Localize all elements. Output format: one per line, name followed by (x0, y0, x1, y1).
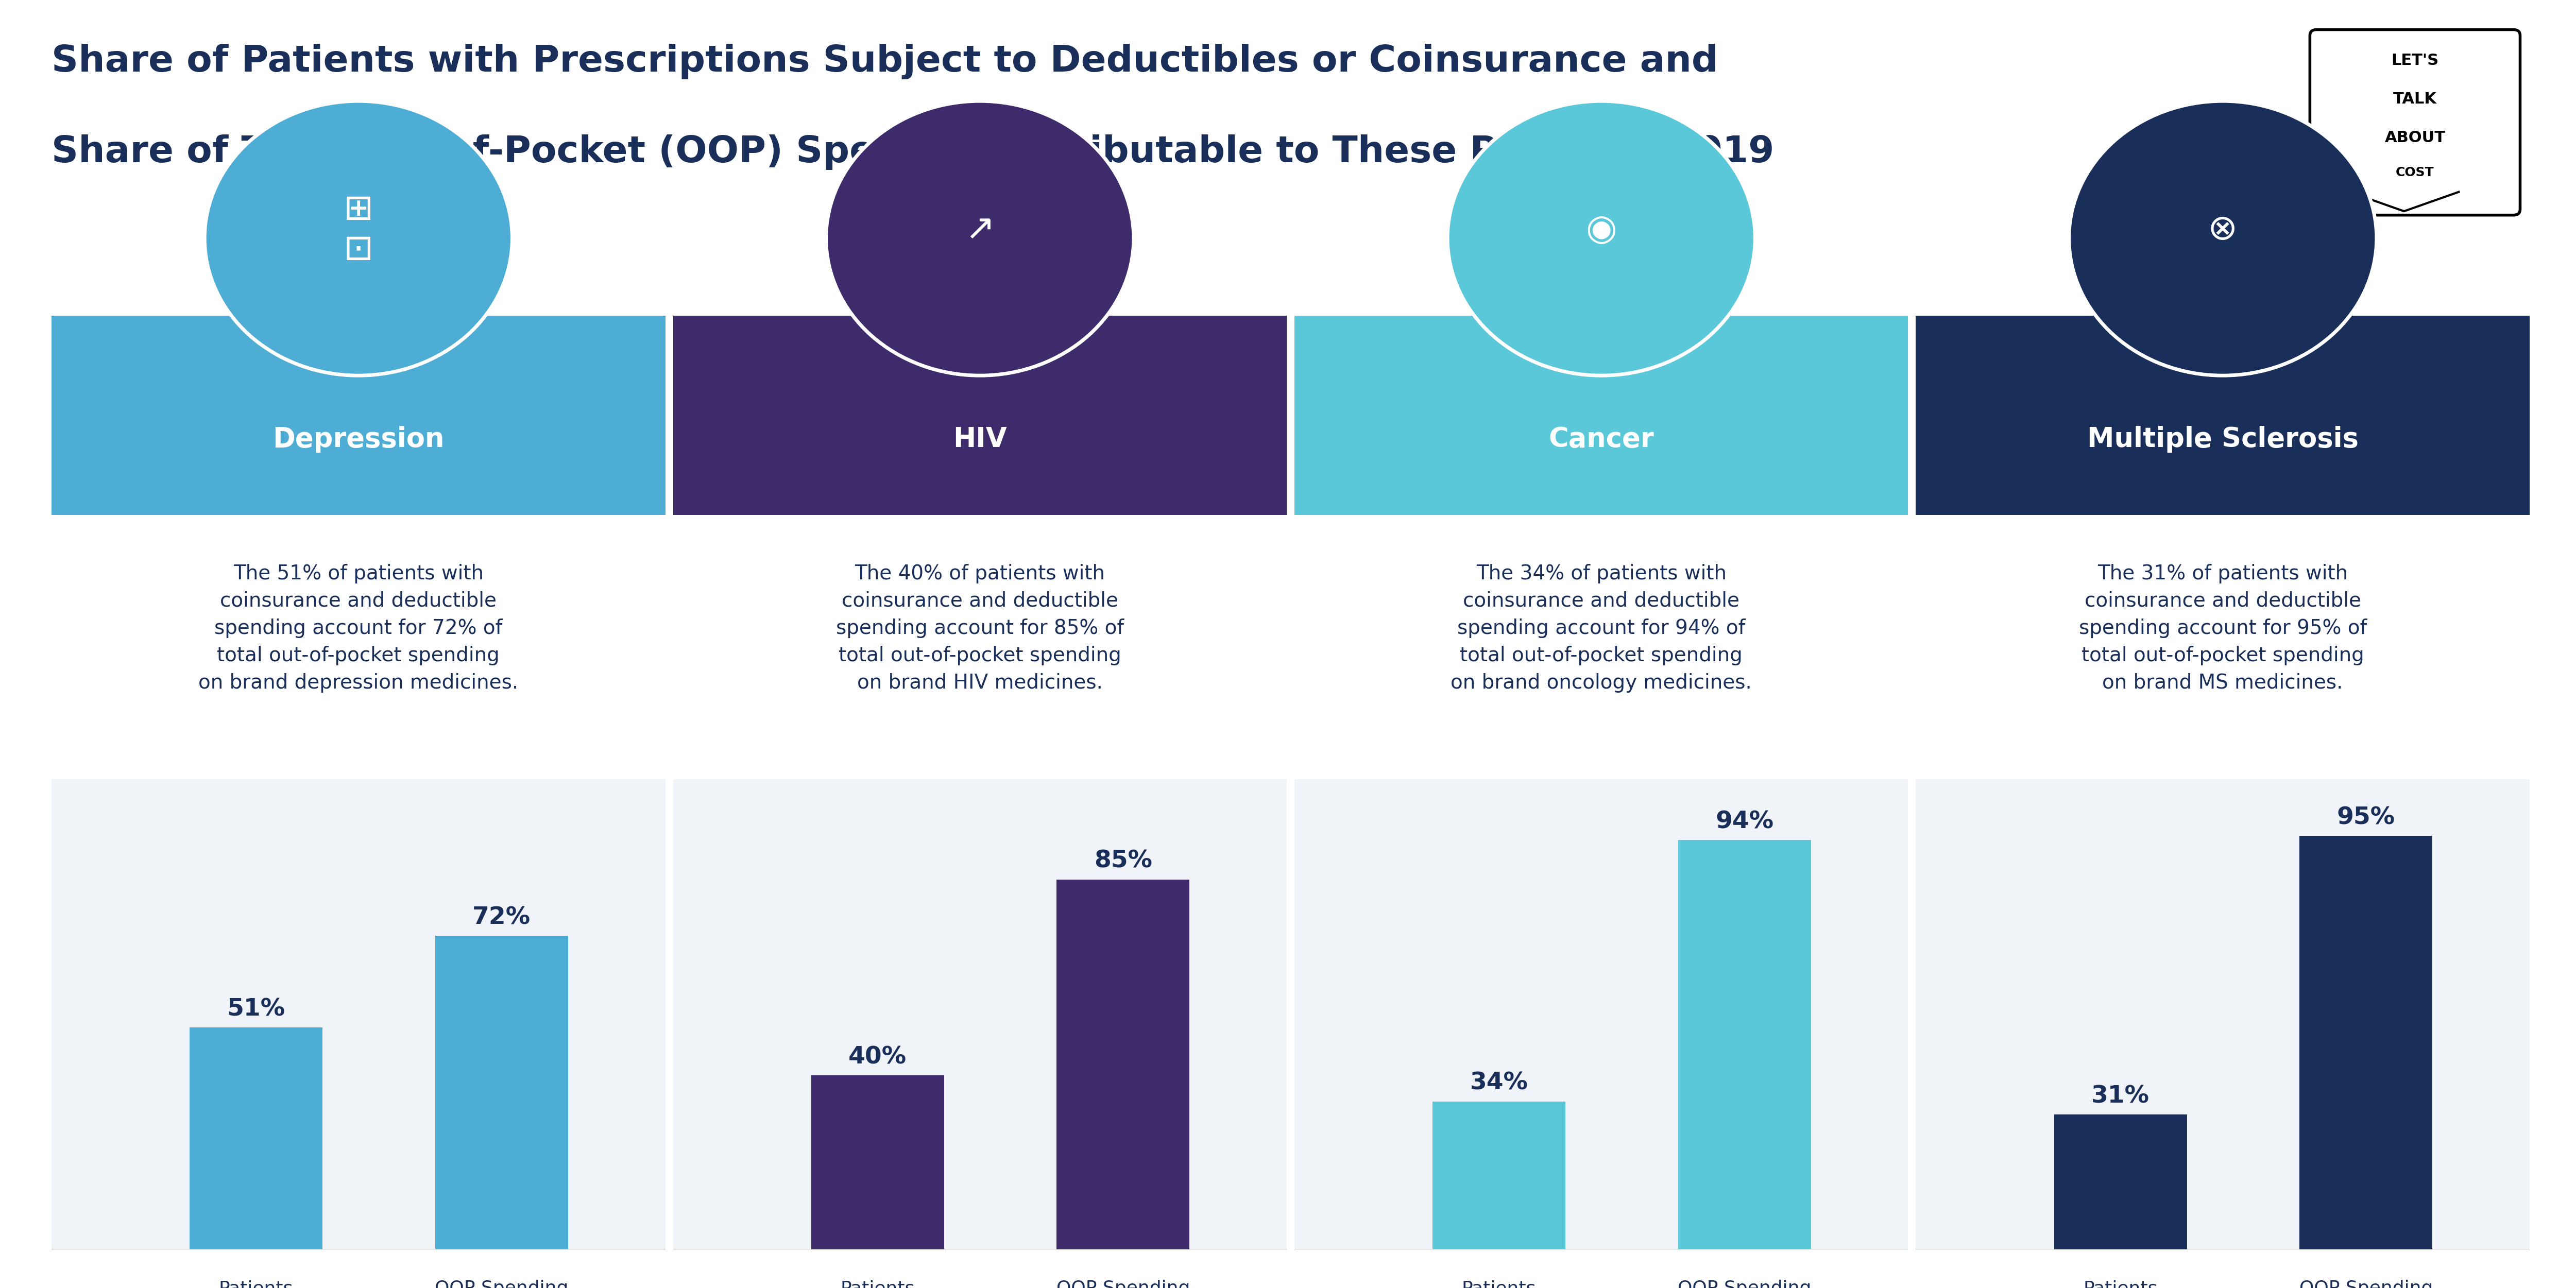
Text: OOP Spending: OOP Spending (435, 1280, 569, 1288)
Text: ⊞
⊡: ⊞ ⊡ (343, 192, 374, 267)
Text: Share of Total Out-of-Pocket (OOP) Spending Attributable to These Patients, 2019: Share of Total Out-of-Pocket (OOP) Spend… (52, 134, 1775, 170)
Text: OOP Spending: OOP Spending (2300, 1280, 2432, 1288)
Text: Cancer: Cancer (1548, 426, 1654, 452)
Text: 40%: 40% (848, 1046, 907, 1069)
Ellipse shape (1448, 100, 1754, 376)
Text: TALK: TALK (2393, 91, 2437, 107)
Bar (2053, 1114, 2187, 1249)
Bar (1432, 1101, 1566, 1249)
Text: 95%: 95% (2336, 806, 2396, 829)
Bar (811, 1075, 943, 1249)
Text: Depression: Depression (273, 426, 443, 452)
Text: The 51% of patients with
coinsurance and deductible
spending account for 72% of
: The 51% of patients with coinsurance and… (198, 564, 518, 693)
Text: COST: COST (2396, 166, 2434, 179)
Text: 72%: 72% (471, 907, 531, 930)
Text: OOP Spending: OOP Spending (1677, 1280, 1811, 1288)
Text: OOP Spending: OOP Spending (1056, 1280, 1190, 1288)
Text: ⊗: ⊗ (2208, 213, 2239, 247)
Text: 85%: 85% (1095, 850, 1151, 873)
Text: 34%: 34% (1471, 1072, 1528, 1095)
Text: HIV: HIV (953, 426, 1007, 452)
Bar (1677, 840, 1811, 1249)
Text: 51%: 51% (227, 998, 286, 1021)
Text: 31%: 31% (2092, 1084, 2148, 1108)
Bar (435, 936, 569, 1249)
Text: ◉: ◉ (1587, 213, 1618, 247)
Ellipse shape (827, 100, 1133, 376)
Bar (2300, 836, 2432, 1249)
Text: Multiple Sclerosis: Multiple Sclerosis (2087, 426, 2360, 452)
Text: The 31% of patients with
coinsurance and deductible
spending account for 95% of
: The 31% of patients with coinsurance and… (2079, 564, 2367, 693)
Text: LET'S: LET'S (2391, 53, 2439, 68)
Text: ↗: ↗ (966, 213, 994, 247)
Text: 94%: 94% (1716, 810, 1775, 833)
Ellipse shape (204, 100, 513, 376)
FancyBboxPatch shape (2311, 30, 2519, 215)
Bar (1056, 880, 1190, 1249)
Text: Share of Patients with Prescriptions Subject to Deductibles or Coinsurance and: Share of Patients with Prescriptions Sub… (52, 44, 1718, 80)
Ellipse shape (2069, 100, 2378, 376)
Text: Patients: Patients (219, 1280, 294, 1288)
Text: ABOUT: ABOUT (2385, 130, 2445, 146)
Text: Patients: Patients (840, 1280, 914, 1288)
Text: The 40% of patients with
coinsurance and deductible
spending account for 85% of
: The 40% of patients with coinsurance and… (835, 564, 1123, 693)
Bar (191, 1028, 322, 1249)
Text: Patients: Patients (1461, 1280, 1535, 1288)
Text: Patients: Patients (2084, 1280, 2159, 1288)
Text: The 34% of patients with
coinsurance and deductible
spending account for 94% of
: The 34% of patients with coinsurance and… (1450, 564, 1752, 693)
